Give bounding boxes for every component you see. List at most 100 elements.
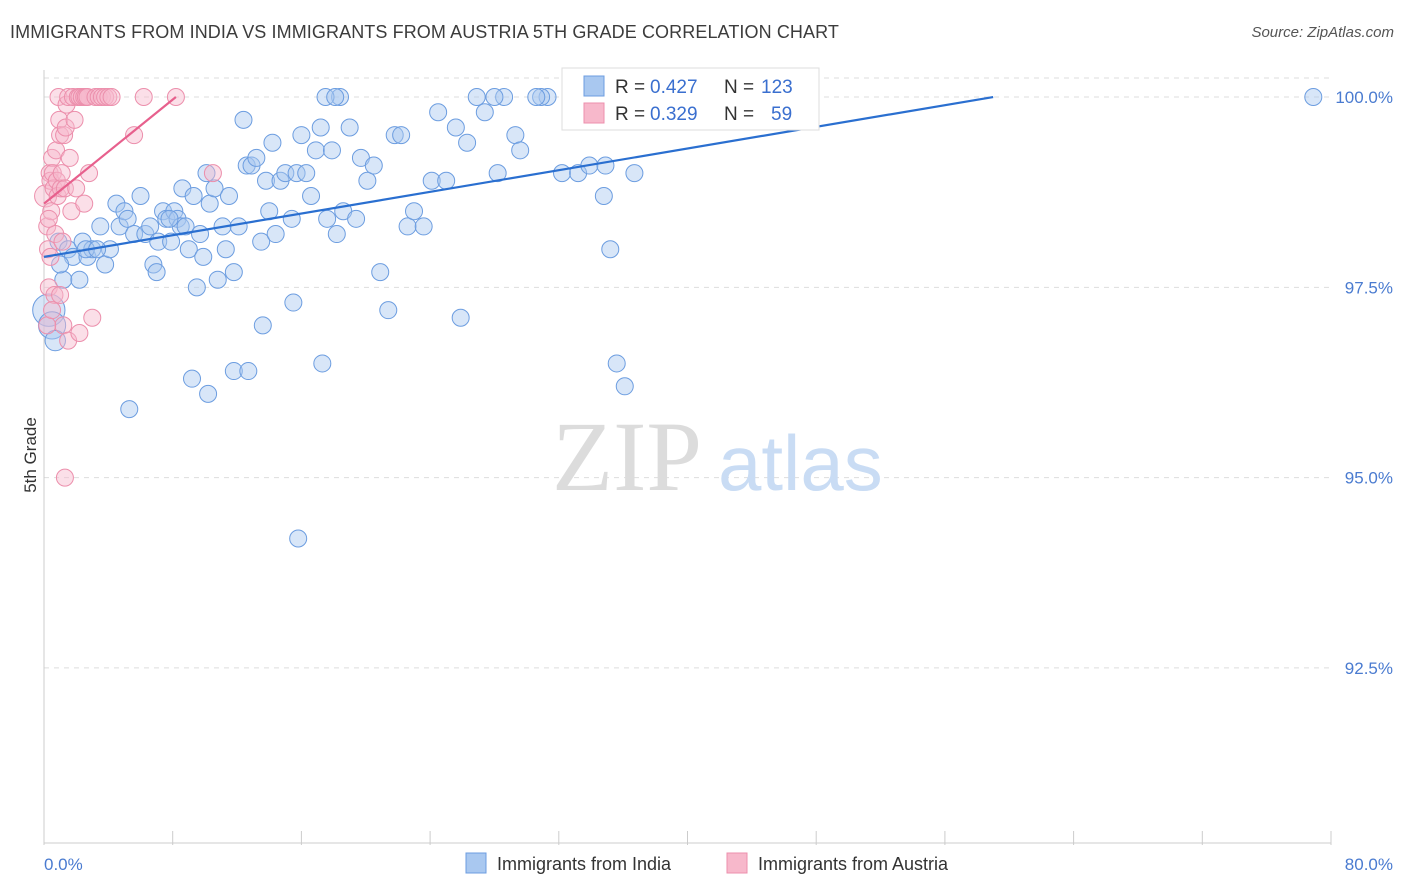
india-point [458,133,477,152]
india-point [216,240,235,259]
india-point [287,164,306,183]
india-point [141,217,160,236]
india-point [51,255,70,274]
india-point [199,384,218,403]
watermark: ZIP atlas [552,401,883,512]
india-point [485,88,504,107]
india-point [347,209,366,228]
india-point [234,110,253,129]
legend: Immigrants from India Immigrants from Au… [465,852,949,874]
india-point [495,88,514,107]
x-tick-label-min: 0.0% [44,855,83,874]
india-point [601,240,620,259]
austria-point [83,308,102,327]
trend-lines [43,95,994,258]
austria-point [55,126,74,145]
india-point [224,263,243,282]
india-point [292,126,311,145]
india-point [511,141,530,160]
gridlines: 92.5% 95.0% 97.5% 100.0% [44,77,1393,678]
india-point [208,270,227,289]
india-point [120,400,139,419]
india-point [429,103,448,122]
india-point [385,126,404,145]
india-point [422,171,441,190]
india-point [405,202,424,221]
india-point [289,529,308,548]
austria-point [39,209,58,228]
y-tick-label: 95.0% [1345,469,1393,488]
legend-swatch-india[interactable] [465,852,487,874]
india-point [398,217,417,236]
india-point [446,118,465,137]
india-point [224,362,243,381]
stats-n-value-austria: 59 [771,104,792,125]
austria-point [65,110,84,129]
india-point [475,103,494,122]
india-point [191,225,210,244]
india-point [70,270,89,289]
india-point [184,186,203,205]
stats-r-value-india: 0.427 [650,77,698,98]
austria-point [39,240,58,259]
india-point [392,126,411,145]
india-point [364,156,383,175]
austria-point [42,202,61,221]
x-tick-label-max: 80.0% [1345,855,1393,874]
y-axis-label: 5th Grade [21,417,40,493]
india-point [176,217,195,236]
austria-point [60,148,79,167]
india-point [194,247,213,266]
india-point [247,148,266,167]
austria-point [53,232,72,251]
india-point [118,209,137,228]
india-point [313,354,332,373]
india-point [266,225,285,244]
india-point [553,164,572,183]
india-point [200,194,219,213]
india-point [54,270,73,289]
india-point [527,88,546,107]
india-point [607,354,626,373]
stats-r-value-austria: 0.329 [650,104,698,125]
stats-n-label-india: N = [724,77,754,98]
austria-point [47,141,66,160]
india-point [451,308,470,327]
chart-source: Source: ZipAtlas.com [1251,24,1394,41]
india-point [282,209,301,228]
india-point [532,88,551,107]
india-point [318,209,337,228]
y-tick-label: 100.0% [1335,88,1393,107]
india-point [160,209,179,228]
india-point [316,88,335,107]
india-point [229,217,248,236]
stats-r-label-austria: R = [615,104,645,125]
austria-point [38,316,57,335]
austria-point [75,194,94,213]
india-point [358,171,377,190]
austria-point [54,316,73,335]
india-point [187,278,206,297]
india-point [1304,88,1323,107]
india-point [326,88,345,107]
india-point [179,240,198,259]
legend-label-india[interactable]: Immigrants from India [497,854,672,874]
india-point [252,232,271,251]
india-point [253,316,272,335]
y-tick-label: 97.5% [1345,278,1393,297]
india-point [340,118,359,137]
austria-point [102,88,121,107]
india-point [488,164,507,183]
india-point [183,369,202,388]
india-point [437,171,456,190]
stats-swatch-india [583,75,605,97]
legend-label-austria[interactable]: Immigrants from Austria [758,854,949,874]
legend-swatch-austria[interactable] [726,852,748,874]
india-point [379,301,398,320]
austria-point [203,164,222,183]
india-point [284,293,303,312]
india-point [331,88,350,107]
austria-point [46,225,65,244]
india-point [302,186,321,205]
austria-point [55,468,74,487]
